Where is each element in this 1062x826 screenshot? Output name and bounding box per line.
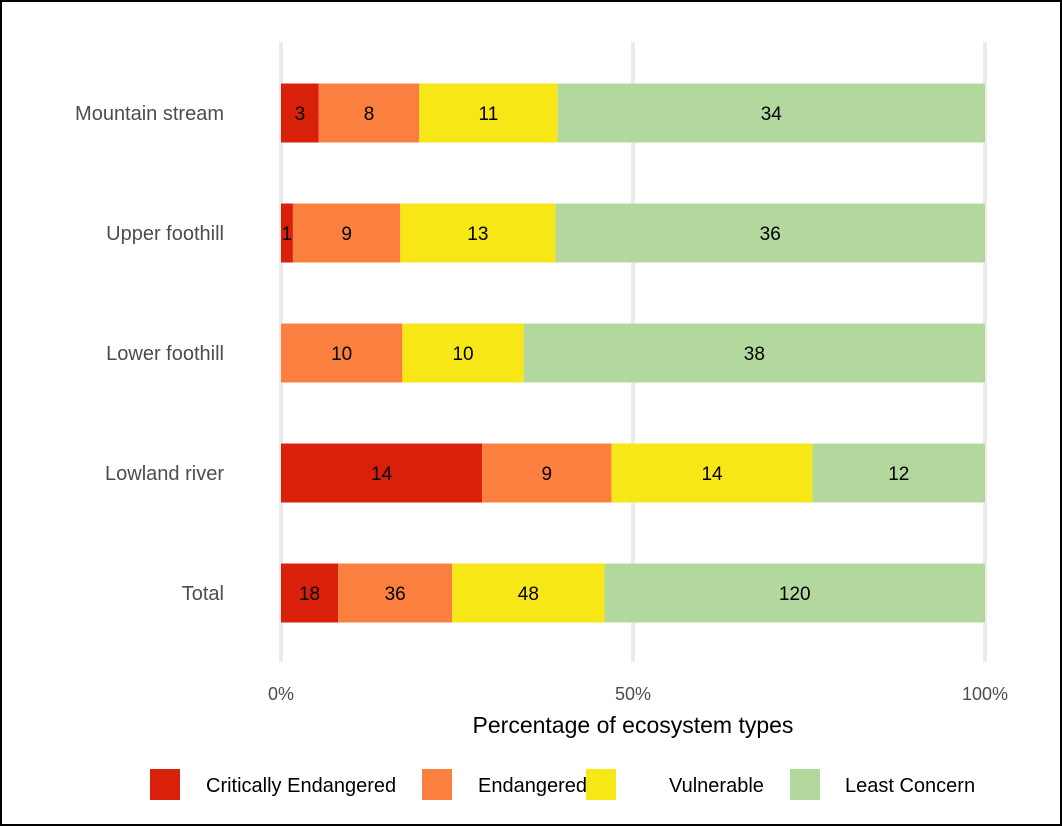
bar-value-label: 34 <box>761 104 783 125</box>
x-axis-title: Percentage of ecosystem types <box>473 712 794 738</box>
bar-segment <box>604 563 985 623</box>
bar-value-label: 11 <box>479 104 499 125</box>
bar-segment <box>281 563 339 623</box>
bar-segment <box>557 83 985 143</box>
category-label: Mountain stream <box>75 103 224 125</box>
bar-value-label: 8 <box>364 104 375 125</box>
bar-value-label: 18 <box>299 584 320 605</box>
bar-value-label: 12 <box>888 464 909 485</box>
legend-key <box>790 769 820 800</box>
bar-segment <box>400 203 556 263</box>
bar-segment <box>452 563 605 623</box>
category-label: Upper foothill <box>106 223 224 245</box>
legend-label: Endangered <box>478 775 587 797</box>
bar-value-label: 36 <box>760 224 781 245</box>
bar-segment <box>555 203 985 263</box>
bar-value-label: 14 <box>371 464 393 485</box>
bar-segment <box>318 83 420 143</box>
bar-value-label: 10 <box>331 344 352 365</box>
bar-value-label: 10 <box>452 344 473 365</box>
bar-segment <box>281 443 483 503</box>
legend: Critically Endangered Endangered Vulnerabl… <box>150 769 975 800</box>
legend-label: Least Concern <box>845 775 975 797</box>
bar-segment <box>338 563 453 623</box>
bar-value-label: 1 <box>282 224 293 245</box>
bar-segment <box>523 323 985 383</box>
bar-value-label: 9 <box>341 224 352 245</box>
bar-value-label: 3 <box>295 104 306 125</box>
bar-value-label: 9 <box>542 464 553 485</box>
bar-value-label: 13 <box>467 224 488 245</box>
bar-segment <box>281 203 293 263</box>
value-axis: 0% 50% 100% <box>268 684 1008 704</box>
bar-value-label: 36 <box>385 584 406 605</box>
bar-segment <box>281 323 403 383</box>
x-tick-label: 50% <box>615 684 651 704</box>
bar-segment <box>402 323 524 383</box>
bar-value-label: 120 <box>779 584 811 605</box>
x-tick-label: 100% <box>962 684 1008 704</box>
legend-key <box>586 769 616 800</box>
legend-key <box>150 769 180 800</box>
category-axis: Mountain stream Upper foothill Lower footh… <box>75 103 224 605</box>
bar-segment <box>292 203 401 263</box>
bar-value-label: 48 <box>518 584 539 605</box>
category-label: Total <box>182 583 224 605</box>
legend-label: Vulnerable <box>669 775 764 797</box>
bars <box>281 83 985 623</box>
bar-value-label: 14 <box>701 464 723 485</box>
category-label: Lower foothill <box>106 343 224 365</box>
bar-segment <box>812 443 985 503</box>
category-label: Lowland river <box>105 463 224 485</box>
legend-label: Critically Endangered <box>206 775 396 797</box>
bar-segment <box>611 443 813 503</box>
bar-segment <box>419 83 558 143</box>
x-tick-label: 0% <box>268 684 294 704</box>
bar-segment <box>281 83 319 143</box>
bar-segment <box>482 443 612 503</box>
legend-key <box>422 769 452 800</box>
bar-value-label: 38 <box>744 344 765 365</box>
